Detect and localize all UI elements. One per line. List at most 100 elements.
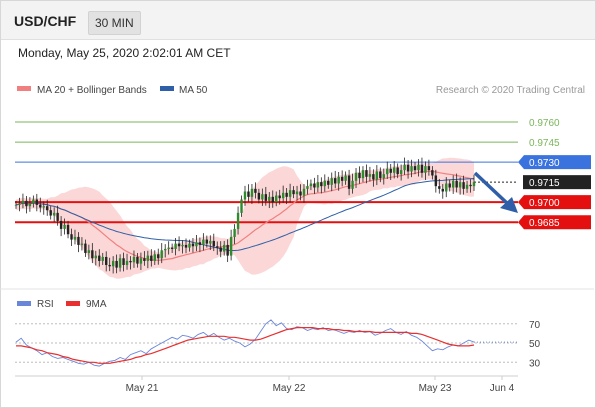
- candle-body: [424, 166, 427, 173]
- candle-body: [91, 250, 94, 259]
- rsi-legend-swatch: [17, 301, 31, 306]
- rsi-tick-label: 70: [529, 320, 541, 331]
- candle-body: [28, 203, 32, 207]
- candle-body: [417, 164, 420, 171]
- support-level-label: 0.9685: [529, 218, 560, 229]
- rsi-tick-label: 30: [529, 358, 541, 369]
- projection-arrow: [473, 171, 518, 213]
- candle-body: [361, 170, 365, 179]
- candle-body: [150, 255, 153, 261]
- candle-body: [299, 191, 302, 196]
- ma50-line: [15, 178, 475, 251]
- candle-body: [268, 196, 271, 201]
- rsi-tick-label: 50: [529, 339, 541, 350]
- candle-body: [306, 186, 309, 189]
- time-tick-label: May 22: [273, 383, 306, 394]
- candle-body: [229, 236, 233, 256]
- candle-body: [445, 183, 448, 192]
- candle-body: [351, 180, 354, 189]
- candle-body: [87, 250, 91, 253]
- candle-body: [84, 243, 87, 253]
- candle-body: [434, 175, 438, 187]
- candle-body: [451, 180, 455, 188]
- candle-body: [143, 258, 146, 261]
- candle-body: [59, 220, 63, 229]
- support-level-tag: [518, 195, 591, 210]
- candle-body: [191, 243, 195, 247]
- candle-body: [157, 254, 160, 259]
- candle-body: [372, 174, 375, 180]
- candle-body: [403, 164, 406, 171]
- candle-body: [98, 255, 101, 261]
- candle-body: [379, 171, 382, 179]
- candle-body: [275, 195, 278, 203]
- candle-body: [129, 260, 132, 263]
- time-tick-label: May 23: [419, 383, 452, 394]
- candle-body: [219, 247, 222, 252]
- candle-body: [462, 182, 465, 189]
- candle-body: [240, 199, 243, 213]
- candle-body: [327, 180, 330, 185]
- candle-body: [73, 236, 77, 240]
- candle-body: [469, 184, 472, 187]
- time-tick-label: May 21: [126, 383, 159, 394]
- rsi-legend-label: RSI: [37, 299, 54, 310]
- timeframe-button[interactable]: 30 MIN: [88, 11, 141, 35]
- candle-body: [115, 260, 118, 268]
- candles-group: [14, 157, 476, 274]
- candle-body: [236, 212, 240, 229]
- candle-body: [365, 170, 368, 177]
- candle-body: [337, 176, 340, 184]
- bollinger-bands: [16, 157, 474, 279]
- candle-body: [358, 172, 361, 179]
- candle-body: [174, 243, 177, 249]
- ma50-legend-swatch: [160, 86, 174, 91]
- candle-body: [205, 239, 209, 244]
- candle-body: [139, 258, 143, 264]
- candle-body: [472, 182, 476, 187]
- candle-body: [344, 175, 347, 181]
- candle-body: [295, 191, 299, 195]
- candle-body: [406, 164, 410, 172]
- candle-body: [118, 258, 122, 268]
- candle-body: [18, 203, 21, 205]
- candle-body: [386, 168, 389, 175]
- rsi-panel: 70 50 30: [15, 319, 541, 369]
- candle-body: [105, 256, 108, 265]
- candle-body: [153, 254, 156, 261]
- ma20-legend-label: MA 20 + Bollinger Bands: [37, 85, 147, 96]
- candle-body: [63, 224, 66, 229]
- time-axis: May 21 May 22 May 23 Jun 4: [126, 376, 515, 394]
- candle-body: [108, 264, 111, 267]
- candle-body: [21, 200, 25, 204]
- candle-body: [330, 178, 333, 185]
- candle-body: [94, 255, 98, 259]
- ma20-legend-swatch: [17, 86, 31, 91]
- target-level-label: 0.9760: [529, 118, 560, 129]
- candle-body: [392, 167, 396, 173]
- bollinger-band-area: [16, 157, 474, 279]
- ma50-legend-label: MA 50: [179, 85, 208, 96]
- candle-body: [70, 234, 73, 240]
- candle-body: [52, 212, 56, 216]
- candle-body: [177, 243, 181, 247]
- candle-body: [111, 260, 115, 267]
- datetime-label: Monday, May 25, 2020 2:02:01 AM CET: [18, 46, 231, 60]
- candle-body: [42, 206, 45, 208]
- candle-body: [136, 256, 139, 264]
- candle-body: [288, 190, 292, 197]
- candle-body: [247, 191, 250, 197]
- candle-body: [389, 168, 392, 173]
- candle-body: [340, 176, 344, 181]
- candle-body: [420, 164, 424, 173]
- candle-body: [250, 188, 254, 197]
- candle-body: [32, 199, 35, 204]
- candle-body: [181, 244, 184, 247]
- candle-body: [264, 194, 268, 201]
- candle-body: [163, 248, 167, 251]
- pair-title: USD/CHF: [14, 13, 77, 29]
- candle-body: [170, 247, 174, 249]
- candle-body: [316, 182, 320, 188]
- candle-body: [202, 239, 205, 245]
- candle-body: [302, 188, 306, 196]
